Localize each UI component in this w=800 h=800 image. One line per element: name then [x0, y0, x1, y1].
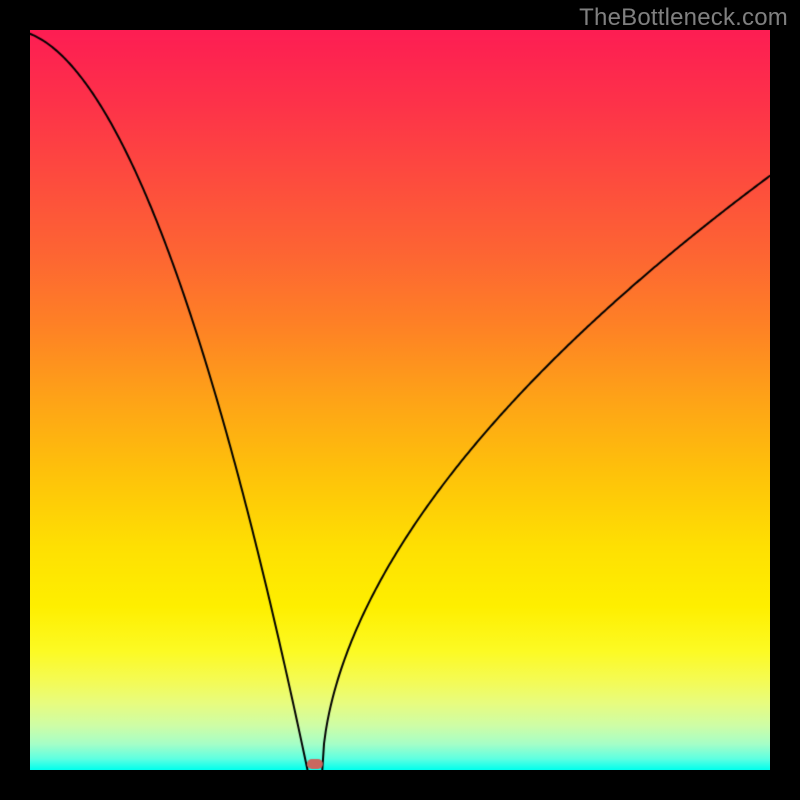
watermark-text: TheBottleneck.com	[579, 4, 788, 32]
chart-container: TheBottleneck.com	[0, 0, 800, 800]
curve-canvas	[0, 0, 800, 800]
